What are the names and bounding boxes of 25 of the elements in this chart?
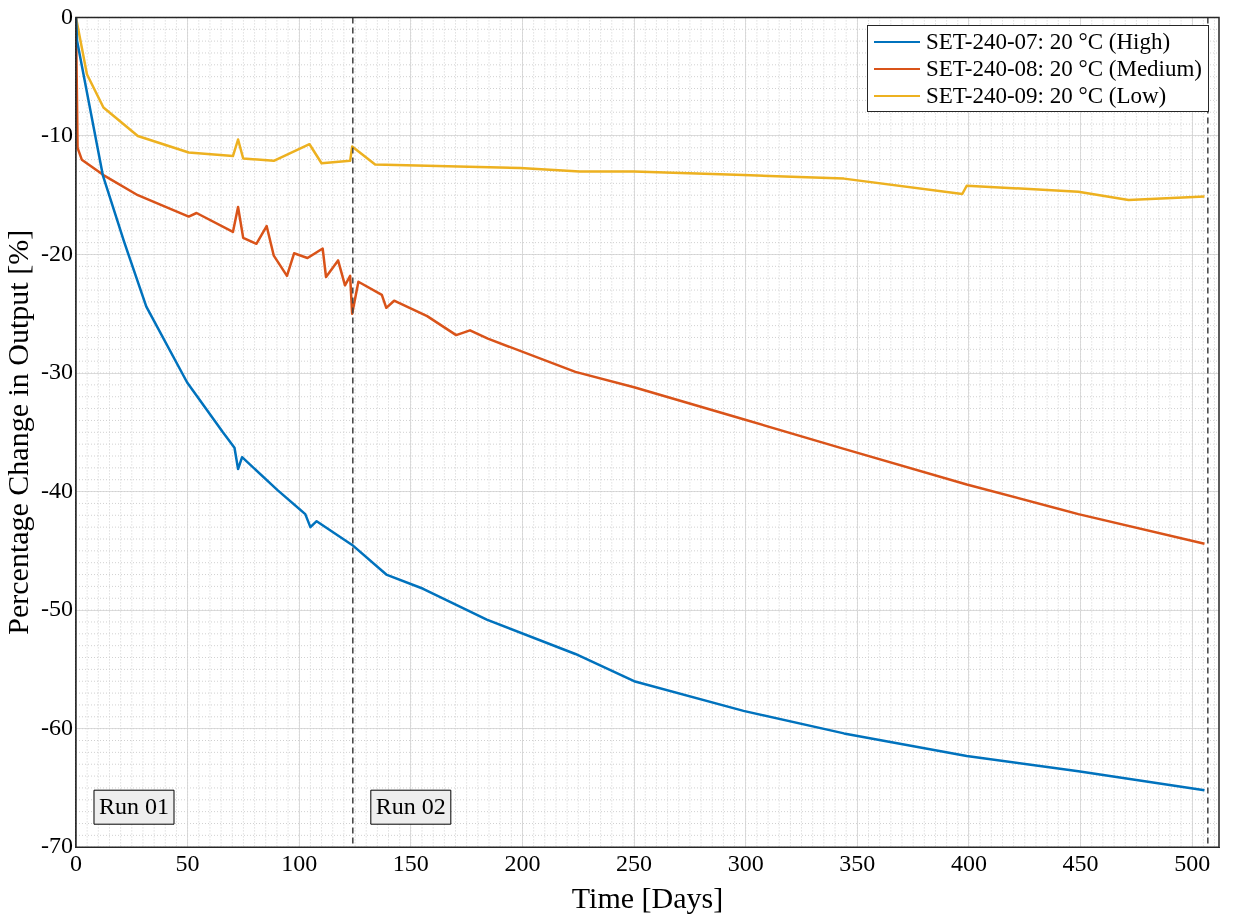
x-tick-label: 200	[504, 849, 541, 876]
x-tick-label: 50	[175, 849, 200, 876]
y-tick-label: -10	[40, 121, 73, 148]
x-tick-label: 100	[281, 849, 318, 876]
x-tick-label: 150	[392, 849, 429, 876]
y-tick-label: -30	[40, 358, 73, 385]
x-axis-title: Time [Days]	[571, 880, 724, 914]
y-tick-label: -40	[40, 476, 73, 503]
x-tick-label: 400	[950, 849, 987, 876]
y-axis-title: Percentage Change in Output [%]	[0, 229, 34, 635]
legend-label: SET-240-08: 20 °C (Medium)	[926, 55, 1203, 82]
x-tick-label: 300	[727, 849, 764, 876]
legend-label: SET-240-07: 20 °C (High)	[926, 28, 1171, 55]
annotation: Run 01	[98, 793, 170, 820]
y-tick-label: -70	[40, 832, 73, 859]
y-tick-label: -50	[40, 595, 73, 622]
y-tick-label: 0	[60, 2, 73, 29]
legend-label: SET-240-09: 20 °C (Low)	[926, 82, 1167, 109]
x-tick-label: 450	[1062, 849, 1099, 876]
x-tick-label: 250	[616, 849, 653, 876]
annotation: Run 02	[375, 793, 446, 820]
y-tick-label: -60	[40, 713, 73, 740]
x-tick-label: 350	[839, 849, 876, 876]
y-tick-label: -20	[40, 239, 73, 266]
x-tick-label: 500	[1174, 849, 1211, 876]
